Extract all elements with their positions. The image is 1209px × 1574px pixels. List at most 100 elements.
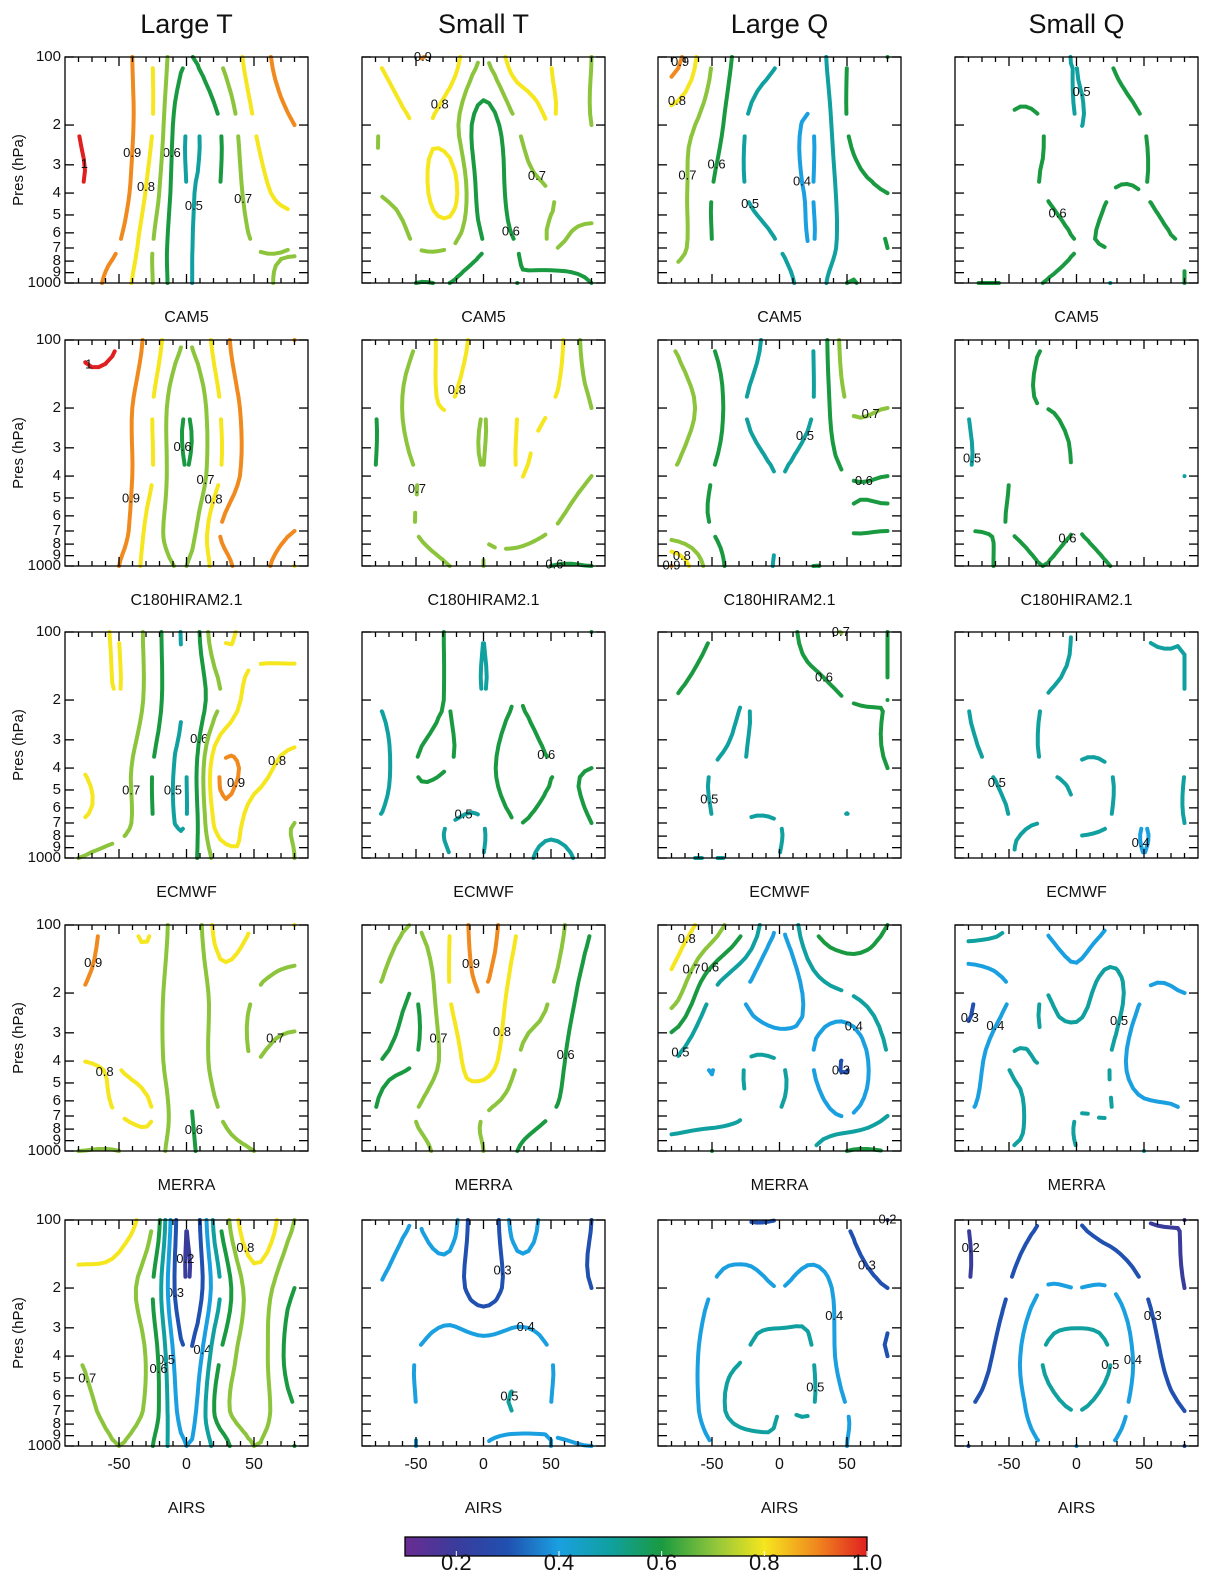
contour-label: 0.5 xyxy=(963,450,981,465)
contour-line xyxy=(669,55,684,79)
contour-label: 0.5 xyxy=(455,807,473,822)
contour-label: 0.8 xyxy=(673,548,691,563)
contour-label: 0.9 xyxy=(671,54,689,69)
contour-label: 0.8 xyxy=(205,491,223,506)
x-tick-label: -50 xyxy=(700,1456,723,1473)
contour-label: 0.8 xyxy=(493,1024,511,1039)
y-tick-label: 3 xyxy=(53,731,61,748)
column-title: Small T xyxy=(438,9,529,39)
y-tick-label: 2 xyxy=(53,1279,61,1296)
y-tick-label: 7 xyxy=(53,814,61,831)
row-title: AIRS xyxy=(1058,1500,1095,1517)
panel: 0.2 0.3 0.4 0.5 -50 0 50 AIRS xyxy=(657,1211,902,1517)
contour-label: 0.6 xyxy=(174,439,192,454)
x-tick-label: 50 xyxy=(542,1456,560,1473)
contour-line xyxy=(150,1218,297,1448)
y-tick-label: 8 xyxy=(53,827,61,844)
row-title: MERRA xyxy=(455,1177,513,1194)
contour-line xyxy=(447,934,518,1084)
contour-line xyxy=(967,635,1187,852)
contour-label: 0.6 xyxy=(190,731,208,746)
y-tick-label: 9 xyxy=(53,1427,61,1444)
contour-line xyxy=(379,641,576,860)
contour-line xyxy=(695,1262,852,1448)
contour-label: 0.6 xyxy=(150,1361,168,1376)
contour-line xyxy=(138,338,297,568)
y-tick-label: 7 xyxy=(53,1107,61,1124)
contour-line xyxy=(380,1218,594,1448)
y-tick-label: 100 xyxy=(36,916,61,933)
contour-line xyxy=(83,630,297,849)
contour-label: 0.7 xyxy=(234,191,252,206)
row-title: C180HIRAM2.1 xyxy=(427,592,539,609)
panel: 0.5 0.6 ECMWF xyxy=(361,630,606,901)
y-tick-label: 1000 xyxy=(28,849,61,866)
contour-label: 0.4 xyxy=(845,1018,863,1033)
contour-line xyxy=(180,417,194,467)
panel: 0.4 0.5 0.6 0.7 0.8 0.9 CAM5 xyxy=(657,54,902,326)
contour-line xyxy=(838,1058,850,1075)
contour-line xyxy=(966,928,1187,1109)
contour-label: 0.7 xyxy=(122,782,140,797)
contour-label: 0.3 xyxy=(858,1257,876,1272)
contour-label: 0.6 xyxy=(163,145,181,160)
column-title: Large Q xyxy=(731,9,829,39)
contour-label: 0.9 xyxy=(123,145,141,160)
y-tick-label: 4 xyxy=(53,1347,61,1364)
panel: 0.5 0.6 C180HIRAM2.1 xyxy=(954,339,1199,609)
colorbar-tick-label: 0.4 xyxy=(544,1550,575,1574)
contour-label: 0.3 xyxy=(1144,1308,1162,1323)
y-tick-label: 3 xyxy=(53,1024,61,1041)
y-tick-label: 2 xyxy=(53,116,61,133)
contour-line xyxy=(967,1218,1187,1290)
panel: 0.6 0.7 0.8 C180HIRAM2.1 xyxy=(361,338,606,609)
contour-label: 0.2 xyxy=(878,1211,896,1226)
contour-label: 0.7 xyxy=(196,472,214,487)
contour-label: 0.5 xyxy=(988,775,1006,790)
contour-line xyxy=(170,630,189,833)
y-tick-label: 5 xyxy=(53,206,61,223)
y-tick-label: 9 xyxy=(53,1132,61,1149)
contour-line xyxy=(669,549,692,568)
contour-line xyxy=(797,111,817,243)
contour-label: 0.5 xyxy=(185,198,203,213)
contour-line xyxy=(462,1218,594,1309)
contour-label: 0.6 xyxy=(707,156,725,171)
contour-line xyxy=(76,1218,279,1267)
contour-line xyxy=(117,338,297,568)
y-tick-label: 5 xyxy=(53,781,61,798)
y-tick-label: 7 xyxy=(53,1402,61,1419)
contour-label: 0.2 xyxy=(962,1240,980,1255)
contour-label: 0.5 xyxy=(741,196,759,211)
contour-label: 0.5 xyxy=(157,1352,175,1367)
contour-line xyxy=(150,55,297,285)
y-tick-label: 9 xyxy=(53,264,61,281)
contour-label: 0.5 xyxy=(1073,84,1091,99)
y-tick-label: 4 xyxy=(53,759,61,776)
contour-label: 0.7 xyxy=(266,1031,284,1046)
contour-line xyxy=(967,417,1187,479)
y-tick-label: 1000 xyxy=(28,1437,61,1454)
contour-line xyxy=(669,55,699,108)
contour-line xyxy=(183,1229,193,1279)
contour-label: 0.7 xyxy=(528,168,546,183)
y-tick-label: 2 xyxy=(53,691,61,708)
contour-label: 0.7 xyxy=(683,961,701,976)
row-title: MERRA xyxy=(1048,1177,1106,1194)
x-tick-label: 0 xyxy=(479,1456,488,1473)
contour-label: 0.7 xyxy=(408,481,426,496)
row-title: AIRS xyxy=(168,1500,205,1517)
y-tick-label: 1000 xyxy=(28,557,61,574)
contour-label: 0.6 xyxy=(185,1122,203,1137)
contour-label: 0.2 xyxy=(176,1251,194,1266)
y-tick-label: 8 xyxy=(53,252,61,269)
x-tick-label: -50 xyxy=(404,1456,427,1473)
y-tick-label: 6 xyxy=(53,224,61,241)
contour-line xyxy=(708,55,890,285)
contour-line xyxy=(76,923,297,1153)
contour-line xyxy=(165,1218,213,1448)
contour-label: 0.8 xyxy=(268,753,286,768)
